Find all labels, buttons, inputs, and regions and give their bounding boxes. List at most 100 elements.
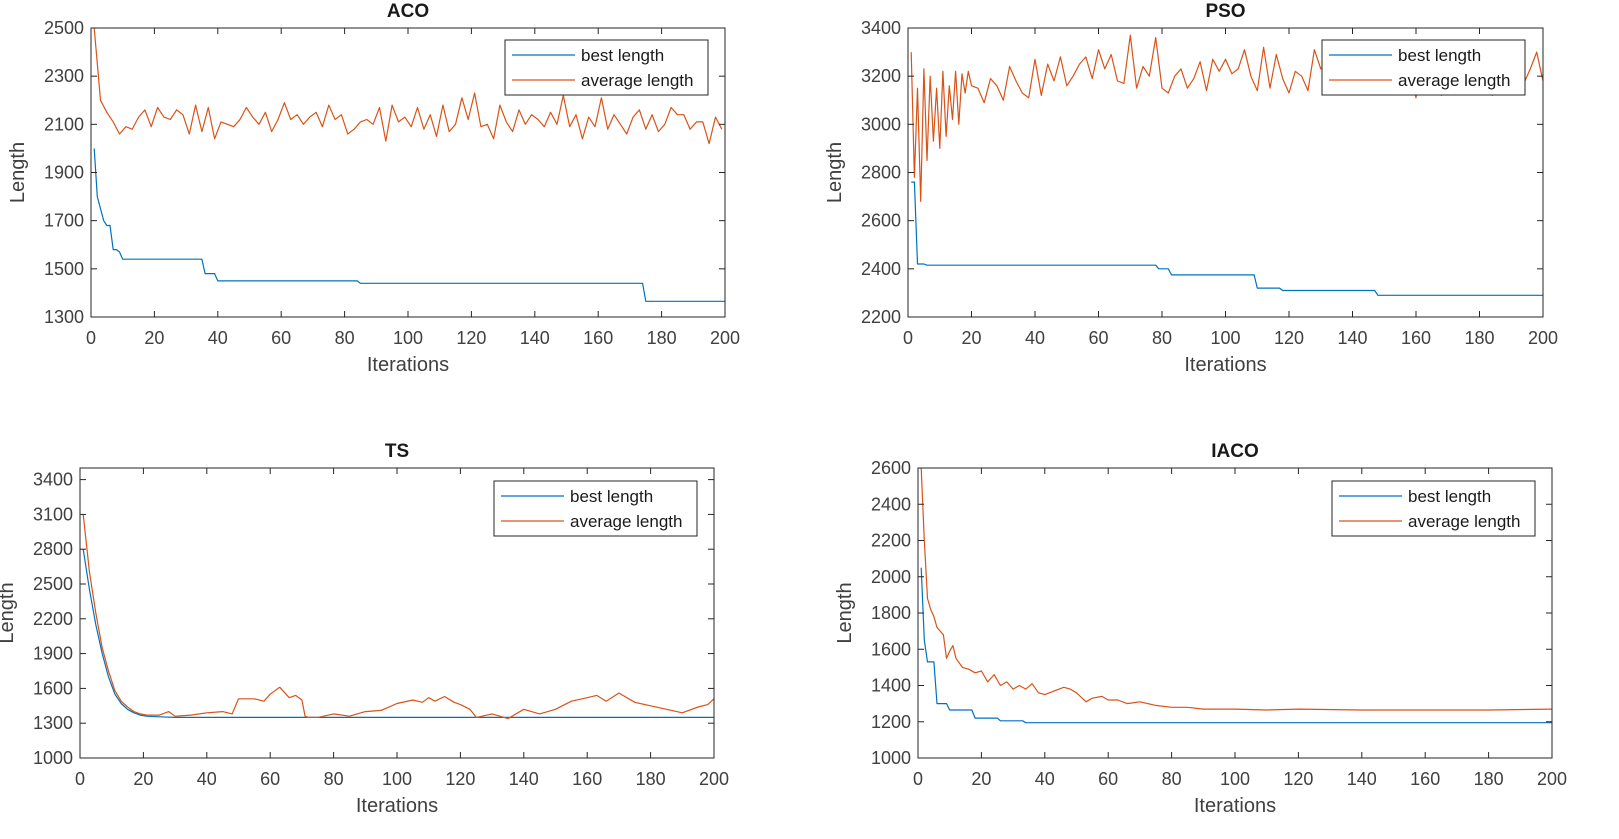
legend-entry: average length	[1398, 71, 1510, 90]
x-tick-label: 0	[86, 328, 96, 348]
y-tick-label: 3100	[33, 504, 73, 524]
series-line-best-length	[920, 567, 1552, 724]
legend-box	[1331, 480, 1536, 537]
x-tick-label: 20	[133, 769, 153, 789]
x-tick-label: 200	[1528, 328, 1558, 348]
x-tick-label: 40	[208, 328, 228, 348]
x-tick-label: 60	[1088, 328, 1108, 348]
x-tick-label: 180	[1464, 328, 1494, 348]
x-tick-label: 100	[1220, 769, 1250, 789]
y-tick-label: 1000	[871, 748, 911, 768]
y-tick-label: 1600	[33, 678, 73, 698]
x-tick-label: 60	[271, 328, 291, 348]
y-tick-label: 2400	[861, 259, 901, 279]
x-tick-label: 80	[335, 328, 355, 348]
y-tick-label: 3000	[861, 114, 901, 134]
x-axis-label: Iterations	[1184, 354, 1266, 376]
x-tick-label: 140	[520, 328, 550, 348]
x-tick-label: 160	[1410, 769, 1440, 789]
x-tick-label: 120	[1274, 328, 1304, 348]
subplot-iaco: 0 20 40 60 80 100 120 140 160 180 200 1000 1200 1400 1…	[834, 441, 1567, 817]
x-tick-label: 0	[75, 769, 85, 789]
y-tick-label: 3400	[33, 470, 73, 490]
x-tick-label: 180	[1474, 769, 1504, 789]
y-tick-label: 1200	[871, 712, 911, 732]
x-tick-label: 200	[1537, 769, 1567, 789]
y-tick-label: 1300	[33, 713, 73, 733]
y-tick-label: 2600	[871, 458, 911, 478]
y-tick-label: 2200	[861, 307, 901, 327]
y-tick-label: 1000	[33, 748, 73, 768]
series-line-average-length	[920, 468, 1552, 711]
legend: best length average length	[493, 480, 698, 537]
y-tick-label: 1900	[44, 163, 84, 183]
x-tick-label: 200	[710, 328, 740, 348]
y-tick-label: 3200	[861, 66, 901, 86]
y-axis-label: Length	[834, 582, 856, 643]
x-tick-label: 20	[144, 328, 164, 348]
x-tick-label: 120	[456, 328, 486, 348]
x-tick-label: 160	[583, 328, 613, 348]
y-tick-label: 2100	[44, 114, 84, 134]
y-tick-label: 2500	[44, 18, 84, 38]
series-line-best-length	[911, 181, 1543, 296]
x-tick-label: 0	[903, 328, 913, 348]
legend: best length average length	[504, 39, 709, 96]
y-tick-label: 2000	[871, 567, 911, 587]
legend-entry: average length	[1408, 512, 1520, 531]
y-tick-label: 2200	[871, 531, 911, 551]
y-tick-label: 2400	[871, 494, 911, 514]
y-tick-label: 1800	[871, 603, 911, 623]
x-tick-label: 140	[1337, 328, 1367, 348]
y-tick-label: 2300	[44, 66, 84, 86]
y-tick-label: 1300	[44, 307, 84, 327]
y-tick-label: 1900	[33, 644, 73, 664]
y-tick-label: 1500	[44, 259, 84, 279]
x-tick-label: 120	[1283, 769, 1313, 789]
x-axis-label: Iterations	[356, 795, 438, 817]
y-tick-label: 3400	[861, 18, 901, 38]
y-tick-label: 1600	[871, 639, 911, 659]
x-tick-label: 80	[1152, 328, 1172, 348]
x-tick-label: 40	[197, 769, 217, 789]
legend: best length average length	[1331, 480, 1536, 537]
legend-box	[1321, 39, 1526, 96]
chart-title: TS	[385, 441, 409, 462]
y-axis-label: Length	[824, 142, 846, 203]
x-tick-label: 180	[647, 328, 677, 348]
series-line-average-length	[82, 514, 714, 720]
x-tick-label: 20	[971, 769, 991, 789]
chart-title: ACO	[387, 1, 429, 22]
x-tick-label: 100	[382, 769, 412, 789]
x-axis-label: Iterations	[367, 354, 449, 376]
subplot-aco: 0 20 40 60 80 100 120 140 160 180 200 1300 1500 1700 1…	[7, 1, 740, 376]
series-line-best-length	[93, 148, 725, 302]
x-tick-label: 40	[1035, 769, 1055, 789]
subplot-ts: 0 20 40 60 80 100 120 140 160 180 200 1000 1300 1600 1…	[0, 441, 729, 817]
x-tick-label: 20	[961, 328, 981, 348]
x-tick-label: 60	[1098, 769, 1118, 789]
series-line-best-length	[82, 549, 714, 719]
y-tick-label: 2200	[33, 609, 73, 629]
series-line-average-length	[93, 28, 723, 145]
x-tick-label: 200	[699, 769, 729, 789]
legend-box	[504, 39, 709, 96]
x-tick-label: 160	[1401, 328, 1431, 348]
x-tick-label: 100	[1210, 328, 1240, 348]
legend-box	[493, 480, 698, 537]
y-axis-label: Length	[7, 142, 29, 203]
x-tick-label: 180	[636, 769, 666, 789]
x-tick-label: 100	[393, 328, 423, 348]
chart-title: PSO	[1205, 1, 1245, 22]
x-tick-label: 160	[572, 769, 602, 789]
y-tick-label: 2600	[861, 211, 901, 231]
x-tick-label: 140	[1347, 769, 1377, 789]
legend-entry: best length	[570, 487, 653, 506]
legend-entry: average length	[581, 71, 693, 90]
x-axis-label: Iterations	[1194, 795, 1276, 817]
x-tick-label: 40	[1025, 328, 1045, 348]
y-tick-label: 2800	[861, 163, 901, 183]
y-tick-label: 1400	[871, 676, 911, 696]
y-tick-label: 1700	[44, 211, 84, 231]
